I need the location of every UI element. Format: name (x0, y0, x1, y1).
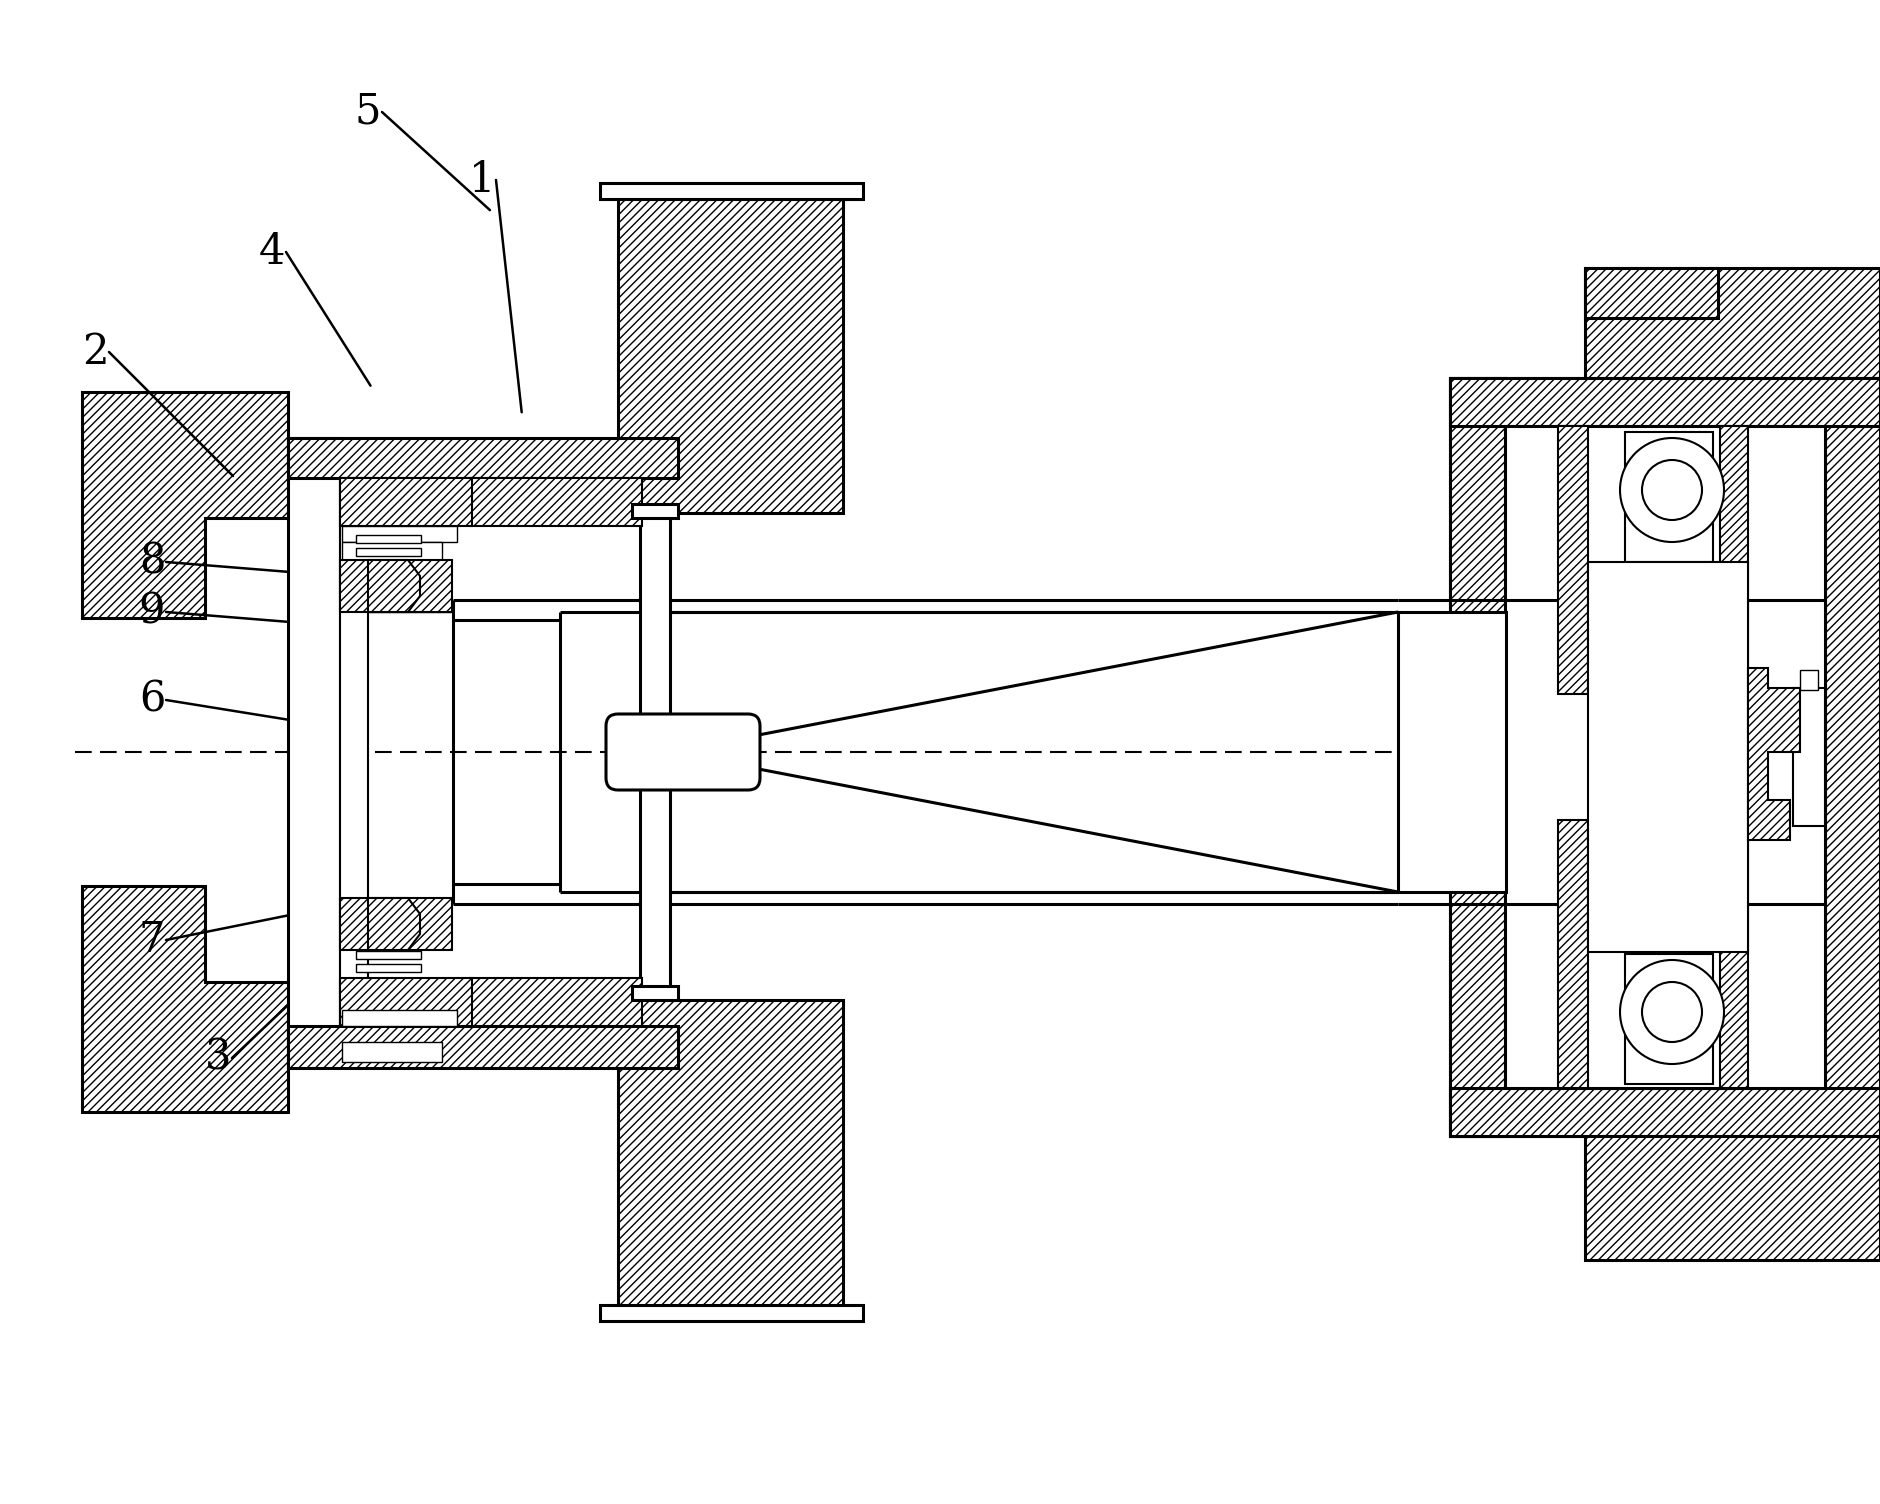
Text: 1: 1 (468, 159, 494, 202)
Bar (342, 1042, 442, 1062)
Bar (1720, 426, 1748, 693)
Bar (632, 987, 679, 1000)
Bar (1589, 562, 1748, 952)
Bar (470, 978, 641, 1026)
Bar (1449, 1087, 1880, 1136)
Bar (1449, 378, 1506, 1136)
Bar (355, 951, 421, 960)
Bar (1559, 426, 1589, 693)
Polygon shape (1585, 1136, 1880, 1260)
Polygon shape (1748, 668, 1799, 841)
Bar (355, 964, 421, 972)
Polygon shape (1585, 268, 1880, 378)
Polygon shape (1585, 268, 1718, 317)
Bar (355, 547, 421, 556)
Text: 5: 5 (355, 92, 382, 132)
Bar (288, 438, 679, 478)
Bar (1825, 378, 1880, 1136)
Bar (342, 1011, 457, 1026)
Text: 3: 3 (205, 1036, 231, 1078)
Text: 9: 9 (139, 591, 165, 633)
Text: 4: 4 (259, 232, 286, 274)
Circle shape (1641, 982, 1701, 1042)
Polygon shape (83, 886, 288, 1111)
Bar (1399, 612, 1506, 892)
Bar (639, 510, 669, 994)
Bar (1559, 820, 1589, 1087)
Bar (632, 504, 679, 517)
Text: 6: 6 (139, 678, 165, 720)
Bar (340, 978, 472, 1026)
Bar (619, 1000, 842, 1310)
Bar (1506, 426, 1825, 1087)
Bar (288, 1026, 679, 1068)
Bar (1624, 954, 1713, 1084)
Bar (340, 898, 451, 951)
Bar (619, 196, 842, 513)
Polygon shape (368, 898, 419, 951)
FancyBboxPatch shape (605, 714, 760, 790)
Circle shape (1641, 460, 1701, 520)
Bar (1449, 378, 1880, 1136)
Bar (600, 1305, 863, 1321)
Circle shape (1621, 960, 1724, 1063)
Bar (1794, 687, 1825, 826)
Bar (600, 183, 863, 199)
Bar (288, 438, 340, 1066)
Circle shape (1621, 438, 1724, 541)
Bar (1799, 669, 1818, 690)
Bar (342, 526, 457, 541)
Polygon shape (368, 559, 419, 612)
Bar (340, 559, 451, 612)
Text: 2: 2 (81, 331, 109, 373)
Bar (355, 535, 421, 543)
Text: 8: 8 (139, 541, 165, 584)
Bar (1720, 820, 1748, 1087)
Text: 7: 7 (139, 919, 165, 961)
Bar (340, 478, 368, 1026)
Bar (340, 478, 472, 526)
Bar (1624, 432, 1713, 562)
Bar (470, 478, 641, 526)
Bar (1449, 378, 1880, 426)
Polygon shape (83, 393, 288, 618)
Bar (342, 541, 442, 562)
